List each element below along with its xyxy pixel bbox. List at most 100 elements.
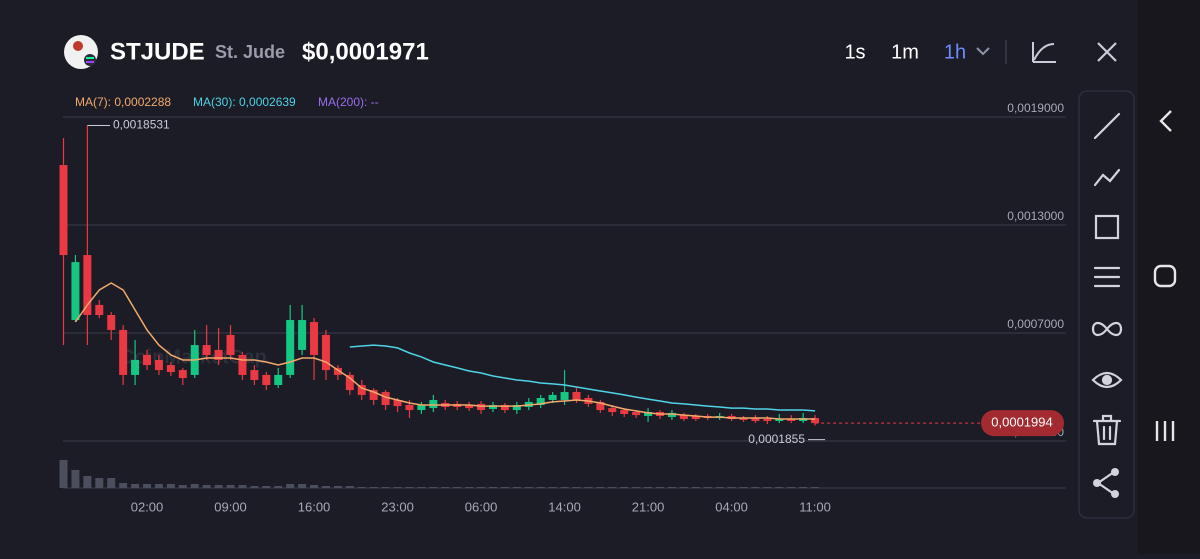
candle-body (739, 417, 748, 420)
volume-bar (560, 487, 569, 488)
candle-body (369, 390, 378, 400)
candle-body (298, 320, 307, 350)
candle-body (405, 405, 414, 411)
volume-bar (83, 476, 92, 488)
volume-bar (799, 487, 808, 488)
volume-bar (524, 487, 533, 488)
volume-bar (214, 485, 223, 488)
volume-bar (477, 487, 486, 488)
volume-bar (166, 484, 175, 488)
candle-body (536, 397, 545, 405)
timeframe-dropdown[interactable] (976, 47, 990, 56)
tool-fib[interactable] (1091, 321, 1123, 337)
volume-bar (286, 484, 295, 488)
candle-body (214, 349, 223, 360)
ma-legend: MA(200): -- (318, 95, 379, 109)
tool-rectangle[interactable] (1094, 214, 1120, 240)
volume-bar (95, 478, 104, 488)
candle-body (751, 417, 760, 422)
volume-bar (715, 487, 724, 488)
tool-polyline[interactable] (1093, 168, 1121, 187)
volume-bar (644, 487, 653, 488)
candle-body (178, 370, 187, 378)
candle-body (488, 405, 497, 409)
tool-delete[interactable] (1092, 414, 1122, 446)
volume-bar (107, 478, 116, 488)
timeframe-button[interactable]: 1h (944, 41, 966, 63)
x-tick-label: 09:00 (214, 499, 247, 514)
volume-bar (727, 487, 736, 488)
volume-bar (405, 487, 414, 488)
x-tick-label: 06:00 (465, 499, 498, 514)
volume-bar (620, 487, 629, 488)
chart: CoinMarketCap0,00190000,00130000,0007000… (59, 95, 1066, 514)
candle-body (262, 374, 271, 386)
volume-bar (667, 487, 676, 488)
candle-body (667, 412, 676, 418)
volume-bar (787, 487, 796, 488)
y-tick-label: 0,0019000 (1007, 101, 1064, 115)
candle-body (345, 374, 354, 391)
volume-bar (608, 487, 617, 488)
volume-bar (453, 487, 462, 488)
candle-body (548, 394, 557, 400)
timeframe-button[interactable]: 1m (891, 41, 919, 63)
ma-line (74, 282, 816, 420)
tool-parallel[interactable] (1093, 266, 1121, 288)
y-tick-label: 0,0013000 (1007, 209, 1064, 223)
volume-bar (572, 487, 581, 488)
candle-body (560, 392, 569, 400)
candle-body (632, 412, 641, 416)
volume-bar (488, 487, 497, 488)
candle-body (59, 165, 68, 256)
volume-bar (763, 487, 772, 488)
tool-visibility-pupil (1101, 374, 1113, 386)
candle-body (250, 370, 259, 380)
nav-home[interactable] (1153, 264, 1177, 288)
x-tick-label: 04:00 (715, 499, 748, 514)
x-tick-label: 11:00 (799, 499, 831, 514)
volume-bar (298, 484, 307, 488)
volume-bar (345, 486, 354, 488)
candle-body (238, 354, 247, 375)
volume-bar (226, 485, 235, 488)
candle-body (202, 345, 211, 355)
candle-body (310, 322, 319, 355)
candle-body (321, 334, 330, 371)
nav-recents[interactable] (1155, 421, 1175, 441)
volume-bar (274, 486, 283, 488)
volume-bar (250, 486, 259, 488)
candle-body (119, 329, 128, 375)
candle-body (465, 405, 474, 409)
x-tick-label: 21:00 (632, 499, 665, 514)
volume-bar (441, 487, 450, 488)
volume-bar (381, 487, 390, 488)
tool-visibility[interactable] (1091, 371, 1123, 389)
candle-body (107, 315, 116, 330)
price-marker (981, 410, 1064, 437)
volume-bar (178, 485, 187, 488)
candle-body (429, 399, 438, 409)
candle-body (679, 415, 688, 420)
volume-bar (596, 487, 605, 488)
candle-body (166, 365, 175, 373)
candle-body (775, 419, 784, 422)
chart-type-button[interactable] (1032, 42, 1056, 63)
volume-bar (262, 486, 271, 488)
candle-body (143, 354, 152, 366)
close-button[interactable] (1097, 42, 1117, 62)
candle-body (763, 419, 772, 422)
x-tick-label: 14:00 (548, 499, 581, 514)
nav-back[interactable] (1159, 110, 1172, 132)
timeframe-button[interactable]: 1s (844, 41, 865, 63)
candle-body (226, 334, 235, 355)
tool-line[interactable] (1093, 112, 1121, 140)
volume-bar (548, 487, 557, 488)
candle-body (691, 415, 700, 420)
candle-body (71, 262, 80, 321)
token-logo (64, 35, 98, 69)
volume-bar (679, 487, 688, 488)
candle-body (95, 304, 104, 315)
candle-body (572, 392, 581, 400)
